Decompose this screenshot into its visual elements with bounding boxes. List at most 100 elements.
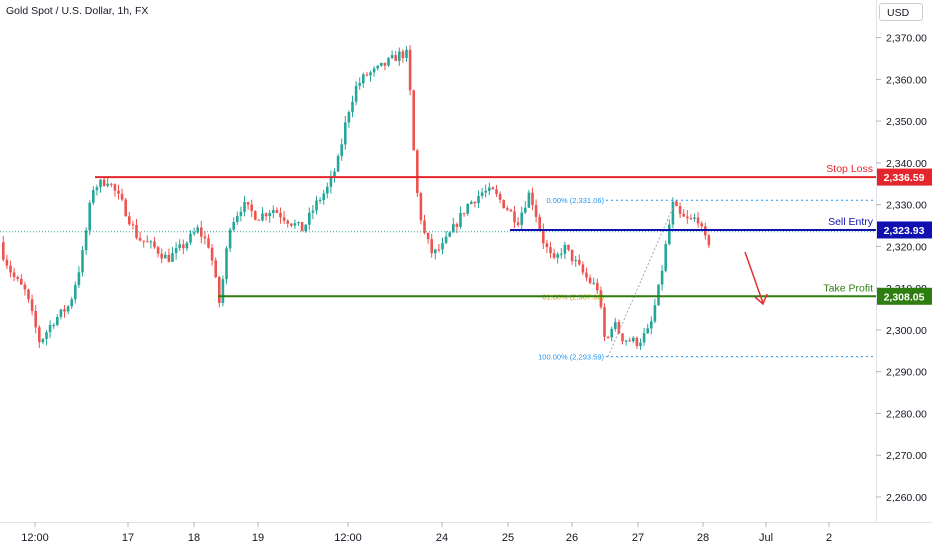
candle-body bbox=[207, 238, 210, 248]
candle-body bbox=[394, 55, 397, 61]
candle-body bbox=[23, 284, 27, 290]
candle-body bbox=[20, 278, 23, 285]
price-axis[interactable]: 2,260.00 2,270.00 2,280.00 2,290.00 2,300.00… bbox=[876, 33, 927, 504]
candle-body bbox=[513, 211, 516, 223]
candle-body bbox=[185, 242, 189, 249]
candle-body bbox=[99, 179, 102, 188]
candle-body bbox=[174, 248, 178, 254]
candle-body bbox=[380, 62, 383, 66]
candle-body bbox=[520, 212, 523, 225]
sell-entry-price-label: 2,323.93 bbox=[884, 225, 925, 237]
y-tick-label: 2,370.00 bbox=[886, 33, 927, 45]
candle-body bbox=[552, 253, 556, 258]
candle-body bbox=[488, 187, 491, 191]
candle-body bbox=[192, 232, 196, 234]
candle-body bbox=[142, 240, 145, 242]
candle-body bbox=[146, 241, 149, 243]
sell-entry-label: Sell Entry bbox=[828, 216, 874, 228]
fib-trend-line bbox=[607, 199, 677, 357]
candle-body bbox=[502, 199, 505, 209]
candle-body bbox=[668, 224, 671, 245]
candle-body bbox=[369, 72, 372, 76]
candle-body bbox=[542, 229, 545, 244]
candle-body bbox=[642, 333, 646, 343]
candle-body bbox=[106, 183, 109, 186]
candle-body bbox=[81, 250, 84, 273]
candle-body bbox=[567, 244, 570, 250]
take-profit-label: Take Profit bbox=[823, 282, 873, 294]
candle-body bbox=[131, 224, 135, 226]
candle-body bbox=[196, 227, 199, 233]
candle-body bbox=[693, 217, 696, 219]
x-tick-label: 25 bbox=[502, 532, 514, 544]
candle-body bbox=[236, 215, 239, 223]
x-tick-label: Jul bbox=[759, 532, 773, 544]
candle-body bbox=[326, 186, 329, 194]
y-tick-label: 2,260.00 bbox=[886, 492, 927, 504]
candle-body bbox=[311, 210, 315, 213]
candle-body bbox=[444, 236, 448, 243]
candle-body bbox=[372, 68, 376, 73]
candle-body bbox=[419, 193, 423, 221]
candle-body bbox=[473, 201, 477, 204]
candle-body bbox=[272, 210, 275, 214]
time-axis[interactable]: 12:00 17 18 19 12:00 24 25 26 27 28 Jul 2 bbox=[21, 522, 832, 544]
candle-body bbox=[124, 199, 127, 217]
candle-body bbox=[70, 299, 73, 307]
symbol-title[interactable]: Gold Spot / U.S. Dollar, 1h, FX bbox=[6, 5, 149, 17]
candle-body bbox=[556, 254, 559, 258]
candle-body bbox=[354, 85, 358, 102]
candle-body bbox=[164, 254, 167, 259]
candle-body bbox=[707, 235, 711, 246]
candle-body bbox=[5, 259, 9, 266]
candle-body bbox=[156, 247, 160, 254]
take-profit-price-tag bbox=[877, 287, 932, 305]
candle-body bbox=[34, 310, 37, 328]
candle-body bbox=[56, 316, 59, 325]
take-profit-price-label: 2,308.05 bbox=[884, 291, 925, 303]
candle-body bbox=[203, 236, 207, 239]
candle-body bbox=[455, 224, 459, 227]
y-tick-label: 2,340.00 bbox=[886, 158, 927, 170]
candle-body bbox=[189, 233, 192, 243]
candle-body bbox=[653, 305, 657, 322]
candle-body bbox=[27, 289, 30, 300]
candle-body bbox=[401, 51, 405, 59]
drawings: 0.00% (2,331.06)61.80% (2,307.98)100.00%… bbox=[0, 196, 876, 362]
candle-body bbox=[412, 90, 415, 151]
candle-body bbox=[588, 277, 592, 283]
candle-body bbox=[452, 224, 455, 233]
candle-body bbox=[66, 306, 70, 312]
candle-body bbox=[632, 337, 635, 342]
candle-body bbox=[128, 216, 131, 225]
candles bbox=[2, 45, 711, 350]
x-tick-label: 18 bbox=[188, 532, 200, 544]
candle-body bbox=[167, 254, 171, 262]
candle-body bbox=[560, 253, 563, 255]
candle-body bbox=[470, 201, 473, 205]
currency-button[interactable]: USD bbox=[879, 3, 923, 21]
y-tick-label: 2,330.00 bbox=[886, 200, 927, 212]
candle-body bbox=[347, 111, 351, 123]
candle-body bbox=[171, 253, 174, 262]
candle-body bbox=[336, 156, 340, 172]
candle-body bbox=[110, 183, 113, 185]
candle-body bbox=[578, 259, 581, 265]
candle-body bbox=[405, 49, 408, 59]
candle-body bbox=[686, 216, 689, 219]
candle-body bbox=[52, 324, 55, 326]
candle-body bbox=[225, 248, 228, 280]
x-tick-label: 19 bbox=[252, 532, 264, 544]
candle-body bbox=[610, 328, 613, 338]
candle-body bbox=[239, 211, 243, 216]
candle-body bbox=[228, 229, 232, 249]
candle-body bbox=[45, 332, 48, 339]
candle-body bbox=[408, 49, 412, 91]
candle-body bbox=[624, 340, 628, 342]
candle-body bbox=[264, 213, 268, 217]
x-tick-label: 12:00 bbox=[21, 532, 49, 544]
candle-body bbox=[41, 338, 45, 343]
candle-body bbox=[329, 176, 333, 187]
